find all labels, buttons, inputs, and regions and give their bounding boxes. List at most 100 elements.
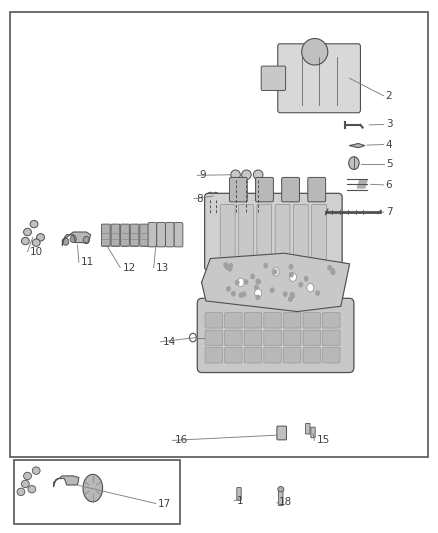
FancyBboxPatch shape (322, 348, 340, 363)
Text: 7: 7 (386, 207, 392, 217)
Text: 11: 11 (81, 257, 94, 267)
Circle shape (207, 192, 213, 200)
FancyBboxPatch shape (120, 224, 129, 246)
FancyBboxPatch shape (264, 330, 281, 345)
Text: 9: 9 (199, 171, 206, 180)
FancyBboxPatch shape (102, 224, 110, 246)
Circle shape (291, 294, 294, 298)
Text: 12: 12 (122, 263, 136, 272)
Circle shape (254, 289, 261, 297)
Text: 10: 10 (30, 247, 43, 257)
FancyBboxPatch shape (257, 205, 272, 260)
Circle shape (256, 279, 260, 284)
Ellipse shape (32, 239, 40, 246)
Circle shape (251, 274, 254, 279)
FancyBboxPatch shape (303, 330, 321, 345)
Circle shape (227, 287, 230, 291)
FancyBboxPatch shape (205, 313, 223, 328)
FancyBboxPatch shape (205, 330, 223, 345)
Circle shape (328, 265, 332, 270)
Circle shape (299, 282, 303, 287)
Circle shape (264, 263, 268, 268)
Ellipse shape (24, 472, 32, 480)
Circle shape (229, 264, 233, 268)
FancyBboxPatch shape (261, 66, 286, 91)
Circle shape (271, 288, 274, 292)
Text: 4: 4 (386, 140, 392, 150)
Text: 14: 14 (162, 337, 176, 347)
Ellipse shape (24, 228, 32, 236)
FancyBboxPatch shape (148, 222, 157, 247)
Ellipse shape (231, 170, 240, 180)
FancyBboxPatch shape (303, 313, 321, 328)
Ellipse shape (17, 488, 25, 496)
FancyBboxPatch shape (205, 348, 223, 363)
FancyBboxPatch shape (239, 205, 253, 260)
FancyBboxPatch shape (157, 222, 166, 247)
Circle shape (331, 270, 335, 274)
Circle shape (257, 279, 260, 284)
Circle shape (242, 292, 246, 296)
Circle shape (289, 264, 293, 269)
FancyBboxPatch shape (111, 224, 120, 246)
Circle shape (70, 235, 76, 243)
Circle shape (212, 192, 219, 200)
Circle shape (254, 285, 258, 289)
FancyBboxPatch shape (322, 313, 340, 328)
FancyBboxPatch shape (255, 177, 273, 202)
Text: 3: 3 (386, 119, 392, 130)
Circle shape (273, 270, 277, 274)
FancyBboxPatch shape (275, 205, 290, 260)
FancyBboxPatch shape (244, 330, 261, 345)
FancyBboxPatch shape (308, 177, 325, 202)
Polygon shape (53, 476, 79, 487)
Circle shape (224, 263, 227, 267)
Ellipse shape (278, 487, 284, 492)
FancyBboxPatch shape (237, 488, 241, 500)
Ellipse shape (32, 467, 40, 474)
Circle shape (316, 291, 319, 295)
Text: 5: 5 (386, 159, 392, 168)
Text: 6: 6 (386, 180, 392, 190)
Circle shape (272, 268, 279, 276)
Ellipse shape (253, 170, 263, 180)
FancyBboxPatch shape (166, 222, 174, 247)
Circle shape (63, 238, 69, 245)
Circle shape (290, 273, 297, 281)
Text: 1: 1 (237, 496, 243, 506)
Circle shape (331, 269, 334, 273)
FancyBboxPatch shape (225, 313, 242, 328)
Circle shape (83, 236, 89, 244)
Polygon shape (350, 143, 365, 148)
Polygon shape (357, 181, 367, 188)
Text: 13: 13 (156, 263, 169, 272)
FancyBboxPatch shape (197, 298, 354, 373)
Text: 16: 16 (175, 435, 188, 446)
FancyBboxPatch shape (130, 224, 139, 246)
Polygon shape (62, 232, 91, 245)
Circle shape (290, 293, 294, 297)
FancyBboxPatch shape (205, 193, 342, 271)
FancyBboxPatch shape (279, 490, 283, 506)
Circle shape (307, 284, 314, 292)
Ellipse shape (37, 233, 45, 241)
FancyBboxPatch shape (293, 205, 308, 260)
Circle shape (289, 297, 292, 301)
Bar (10, 12, 428, 457)
FancyBboxPatch shape (277, 426, 286, 440)
Circle shape (244, 280, 247, 284)
Text: 2: 2 (386, 91, 392, 101)
FancyBboxPatch shape (303, 348, 321, 363)
FancyBboxPatch shape (220, 205, 235, 260)
Circle shape (304, 277, 308, 281)
FancyBboxPatch shape (312, 205, 326, 260)
Text: 8: 8 (196, 193, 203, 204)
Circle shape (256, 295, 260, 300)
Circle shape (290, 272, 293, 277)
FancyBboxPatch shape (244, 348, 261, 363)
Polygon shape (201, 253, 350, 312)
FancyBboxPatch shape (322, 330, 340, 345)
Circle shape (235, 280, 239, 285)
Circle shape (349, 157, 359, 169)
FancyBboxPatch shape (264, 348, 281, 363)
